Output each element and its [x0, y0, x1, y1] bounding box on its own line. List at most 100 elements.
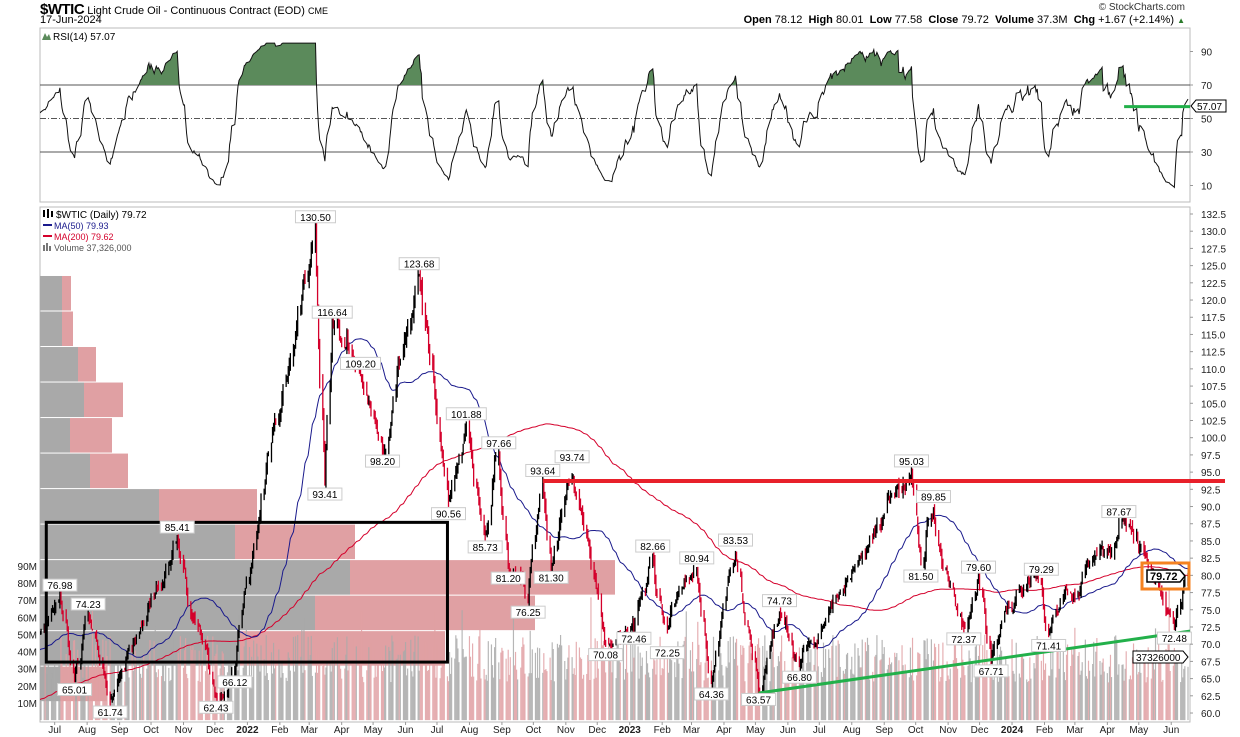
volume-bar — [186, 673, 188, 721]
pivot-label: 72.48 — [1156, 631, 1192, 645]
volume-bar — [260, 645, 262, 721]
volume-bar — [380, 656, 383, 721]
volume-bar — [293, 671, 296, 721]
volume-bar — [396, 658, 398, 721]
volume-bar — [450, 673, 452, 721]
volume-bar — [388, 646, 390, 721]
volume-bar — [1056, 643, 1058, 721]
volume-bar — [256, 643, 258, 721]
price-tick-label: 107.5 — [1201, 382, 1226, 393]
volume-bar — [187, 678, 189, 721]
pivot-label-box — [693, 687, 729, 701]
high-label: High — [808, 14, 833, 26]
volume-bar — [868, 679, 871, 721]
volume-bar — [622, 642, 625, 721]
vbp-down-bar — [350, 560, 615, 595]
open-label: Open — [743, 14, 772, 26]
pivot-label: 97.66 — [481, 436, 517, 450]
volume-bar — [727, 641, 729, 721]
volume-bar — [971, 662, 973, 721]
volume-bar — [574, 674, 576, 721]
volume-bar — [842, 670, 844, 721]
pivot-label-text: 74.23 — [76, 600, 101, 611]
vbp-down-bar — [84, 382, 123, 418]
price-tick-label: 60.0 — [1201, 709, 1221, 720]
volume-bar — [1055, 677, 1057, 721]
volume-bar — [1006, 664, 1008, 721]
volume-bar — [443, 648, 445, 721]
volume-bar — [898, 660, 900, 721]
volume-bar — [597, 668, 599, 721]
volume-bar — [1051, 669, 1053, 721]
pivot-label: 72.37 — [946, 632, 982, 646]
volume-bar — [126, 653, 128, 721]
pivot-label: 67.71 — [973, 664, 1009, 678]
pivot-label-text: 93.64 — [530, 466, 555, 477]
volume-bar — [1073, 647, 1075, 721]
volume-bar — [1153, 669, 1156, 721]
volume-bar — [385, 645, 387, 721]
volume-bar — [60, 635, 62, 721]
volume-bar — [948, 679, 950, 721]
volume-bar — [150, 644, 152, 721]
volume-bar — [1065, 654, 1068, 721]
pivot-label-text: 76.25 — [516, 608, 541, 619]
volume-bar — [843, 673, 846, 721]
price-tick-label: 115.0 — [1201, 330, 1226, 341]
volume-bar — [537, 677, 540, 721]
pivot-label: 81.20 — [490, 571, 526, 585]
volume-bar — [194, 650, 196, 721]
volume-bar — [1066, 644, 1069, 721]
rsi-legend: RSI(14) 57.07 — [42, 32, 116, 43]
vbp-up-bar — [40, 453, 90, 489]
volume-bar — [962, 659, 964, 721]
volume-bar — [338, 634, 341, 721]
pivot-label-box — [294, 210, 336, 224]
volume-bar — [1028, 680, 1030, 721]
volume-bar — [1040, 660, 1042, 721]
volume-bar — [1034, 668, 1036, 721]
axes: 132.5 130.0 127.5 125.0 122.5 120.0 117.5 115.0… — [18, 48, 1227, 737]
volume-bar — [200, 665, 202, 721]
volume-bar — [157, 669, 159, 721]
ma50-legend-text: MA(50) 79.93 — [54, 221, 109, 231]
volume-bar — [127, 650, 129, 721]
volume-bar — [373, 677, 375, 721]
volume-bar — [1059, 651, 1061, 721]
volume-bar — [340, 668, 342, 721]
volume-bar — [156, 677, 158, 721]
close-label: Close — [928, 14, 959, 26]
date-tick-label: Mar — [301, 725, 319, 736]
volume-bar — [799, 673, 802, 721]
volume-tick-label: 10M — [18, 699, 37, 710]
volume-bar — [674, 662, 676, 721]
volume-bar — [352, 638, 354, 721]
volume-bar — [95, 679, 98, 721]
volume-bar — [955, 658, 958, 721]
price-tick-label: 122.5 — [1201, 279, 1226, 290]
volume-bar — [179, 636, 181, 721]
pivot-label: 109.20 — [340, 356, 382, 370]
volume-bar — [920, 671, 922, 721]
volume-bar — [1109, 654, 1112, 721]
volume-bar — [87, 645, 89, 721]
volume-bar — [1037, 641, 1039, 721]
volume-bar — [934, 647, 937, 721]
volume-bar — [683, 641, 685, 721]
pivot-label: 101.88 — [445, 407, 487, 421]
volume-bar — [1096, 638, 1098, 721]
volume-bar — [556, 643, 559, 721]
date-tick-label: 2024 — [1001, 725, 1024, 736]
pivot-label-text: 61.74 — [98, 708, 123, 719]
volume-bar — [502, 650, 504, 721]
volume-bar — [109, 636, 111, 721]
pivot-label: 81.30 — [533, 570, 569, 584]
volume-bar — [779, 651, 782, 721]
date-tick-label: Nov — [939, 725, 957, 736]
pivot-labels: 76.98 65.01 74.23 61.74 85.41 62.43 66.12 130.5… — [42, 210, 1192, 719]
pivot-label-text: 64.36 — [699, 690, 724, 701]
price-tick-label: 100.0 — [1201, 434, 1226, 445]
volume-bar — [527, 676, 529, 721]
price-tick-label: 92.5 — [1201, 485, 1221, 496]
